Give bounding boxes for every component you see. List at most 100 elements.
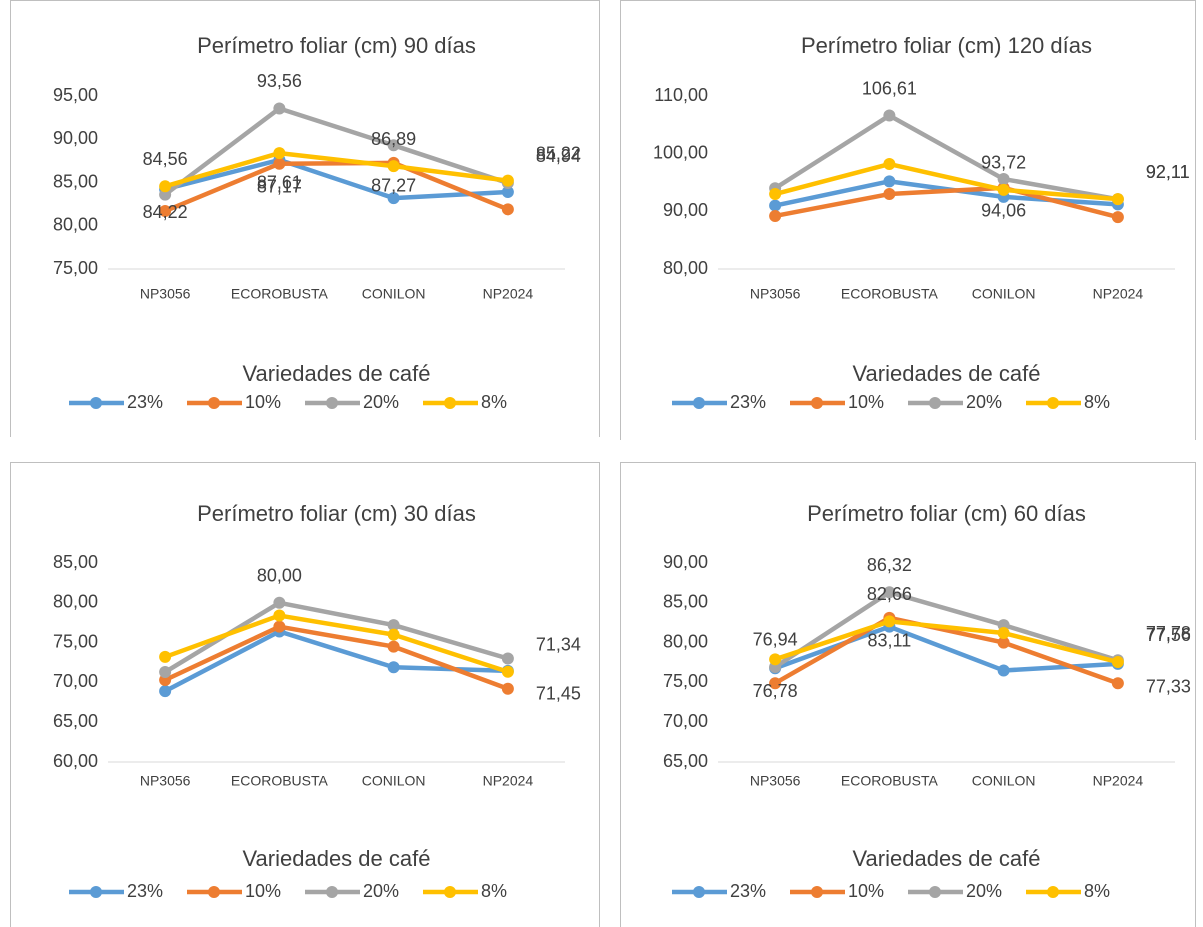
y-tick-label: 85,00 [53,171,98,191]
x-axis-label: Variedades de café [243,361,431,386]
legend-label: 23% [127,881,163,901]
y-tick-label: 90,00 [663,552,708,572]
point [159,180,172,193]
point [769,199,782,212]
data-label: 76,78 [753,681,798,701]
chart-border [620,0,1196,440]
point [159,650,172,663]
x-tick-label: NP3056 [750,286,801,302]
chart: Perímetro foliar (cm) 60 días 65,00 70,00 7… [620,462,1196,927]
point [273,147,286,160]
legend-marker [1047,397,1059,409]
x-tick-label: CONILON [362,773,426,789]
point [387,628,400,641]
x-axis-label: Variedades de café [853,846,1041,871]
point [769,188,782,201]
data-label: 84,22 [143,202,188,222]
point [273,102,286,115]
series-line [774,185,1119,220]
data-label: 83,11 [868,631,912,651]
x-tick-label: ECOROBUSTA [231,286,329,302]
x-tick-label: ECOROBUSTA [231,773,329,789]
data-label: 76,94 [753,630,798,650]
point [883,109,896,122]
data-label: 77,78 [1146,623,1191,643]
legend-label: 8% [1084,881,1110,901]
x-tick-label: NP2024 [1093,773,1144,789]
point [883,175,896,188]
data-label: 93,56 [257,71,302,91]
point [501,203,514,216]
data-label: 92,11 [1146,162,1190,182]
y-tick-label: 70,00 [53,671,98,691]
legend-label: 10% [245,881,281,901]
y-tick-label: 90,00 [53,128,98,148]
point [159,205,172,218]
point [997,664,1010,677]
legend-label: 23% [127,392,163,412]
data-label: 82,66 [867,584,912,604]
y-tick-label: 95,00 [53,85,98,105]
series-line [163,106,509,197]
point [273,596,286,609]
point [883,615,896,628]
point [997,183,1010,196]
legend-marker [811,397,823,409]
legend-label: 8% [481,881,507,901]
legend-marker [693,397,705,409]
legend-marker [326,886,338,898]
legend-label: 23% [730,881,766,901]
legend-marker [90,397,102,409]
point [769,209,782,222]
data-label: 84,94 [536,146,581,166]
chart-title: Perímetro foliar (cm) 30 días [197,501,476,526]
legend-label: 20% [363,392,399,412]
series-line [773,590,1119,669]
x-tick-label: NP3056 [140,773,191,789]
chart: Perímetro foliar (cm) 90 días 75,00 80,00 8… [10,0,600,437]
legend-marker [811,886,823,898]
series-line [773,113,1119,202]
y-tick-label: 80,00 [663,631,708,651]
chart-title: Perímetro foliar (cm) 90 días [197,33,476,58]
series-line [164,624,509,691]
series-line [164,613,509,674]
series-line [164,160,509,214]
y-tick-label: 80,00 [53,215,98,235]
chart: Perímetro foliar (cm) 30 días 60,00 65,00 7… [10,462,600,927]
point [501,186,514,199]
point [159,188,172,201]
series-line [774,619,1119,665]
data-label: 92,11 [1146,162,1190,182]
legend-marker [208,886,220,898]
data-label: 94,06 [981,201,1026,221]
data-label: 86,89 [371,129,416,149]
point [273,157,286,170]
point [387,640,400,653]
legend-label: 23% [730,392,766,412]
data-label: 86,32 [867,555,912,575]
series-line [164,150,509,189]
point [997,627,1010,640]
y-tick-label: 60,00 [53,751,98,771]
x-axis-label: Variedades de café [243,846,431,871]
legend-label: 20% [966,881,1002,901]
y-tick-label: 75,00 [53,631,98,651]
point [1111,656,1124,669]
legend-marker [929,886,941,898]
point [387,192,400,205]
data-label: 93,72 [981,153,1026,173]
data-label: 87,61 [257,173,302,193]
point [273,609,286,622]
y-tick-label: 110,00 [654,85,708,105]
data-label: 80,00 [257,566,302,586]
data-label: 85,22 [536,143,581,163]
point [387,661,400,674]
legend-marker [693,886,705,898]
legend-label: 8% [481,392,507,412]
legend-marker [1047,886,1059,898]
legend-label: 10% [848,881,884,901]
point [883,158,896,171]
point [1111,677,1124,690]
point [387,619,400,632]
